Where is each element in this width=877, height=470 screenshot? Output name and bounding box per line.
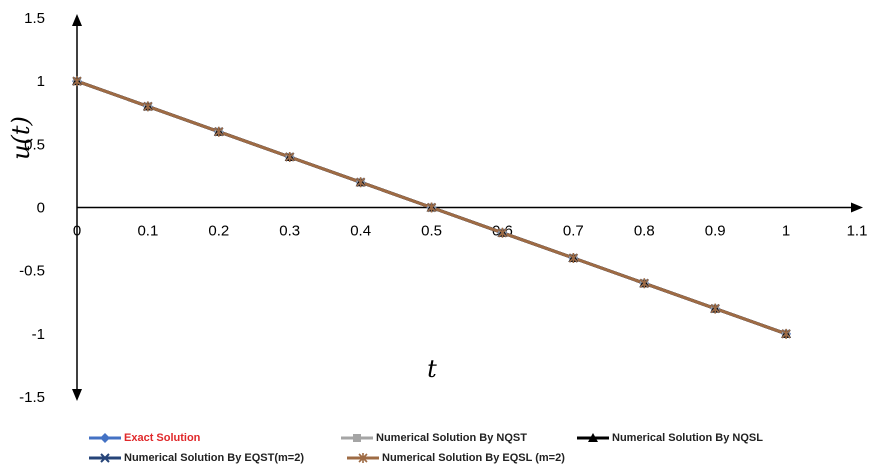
legend-item: Exact Solution <box>88 432 340 444</box>
legend-item: Numerical Solution By NQSL <box>576 432 866 444</box>
legend-row: Numerical Solution By EQST(m=2) Numerical… <box>88 448 868 468</box>
y-tick-label: -1 <box>32 326 45 343</box>
y-tick-label: 0.5 <box>24 136 45 153</box>
legend-label: Numerical Solution By EQST(m=2) <box>124 452 305 464</box>
data-point-star <box>143 101 153 112</box>
legend-swatch <box>577 433 609 442</box>
x-axis-arrow <box>851 202 863 213</box>
data-point-star <box>214 126 224 137</box>
y-tick-label: 0 <box>37 200 45 217</box>
legend-swatch <box>341 434 373 442</box>
legend-item: Numerical Solution By EQSL (m=2) <box>346 452 646 464</box>
y-tick-label: 1 <box>37 73 45 90</box>
y-tick-label: -1.5 <box>19 389 45 406</box>
data-point-diamond <box>100 433 110 443</box>
y-tick-label: 1.5 <box>24 10 45 27</box>
data-point-square <box>353 434 361 442</box>
legend-swatch <box>347 453 379 463</box>
x-tick-label: 1 <box>782 223 790 240</box>
data-point-star <box>497 227 508 238</box>
data-point-star <box>426 202 437 213</box>
x-tick-label: 0.1 <box>137 223 158 240</box>
data-point-star <box>568 253 578 264</box>
x-tick-label: 1.1 <box>847 223 868 240</box>
data-point-star <box>639 278 649 289</box>
x-tick-label: 0.5 <box>421 223 442 240</box>
data-point-star <box>285 151 295 162</box>
x-tick-label: 0.8 <box>634 223 655 240</box>
data-point-star <box>358 453 368 463</box>
legend-label: Numerical Solution By EQSL (m=2) <box>382 452 565 464</box>
data-point-star <box>356 177 366 188</box>
plot-area: 00.10.20.30.40.50.60.70.80.911.11.510.50… <box>7 10 868 406</box>
y-axis-title: u(t) <box>7 116 35 160</box>
legend-swatch <box>89 453 121 463</box>
x-tick-label: 0.4 <box>350 223 371 240</box>
y-tick-label: -0.5 <box>19 263 45 280</box>
legend-item: Numerical Solution By NQST <box>340 432 576 444</box>
y-axis-arrow-up <box>72 14 82 26</box>
legend: Exact Solution Numerical Solution By NQST… <box>88 428 868 468</box>
y-axis-arrow-down <box>72 389 82 401</box>
x-tick-label: 0.9 <box>705 223 726 240</box>
data-point-triangle <box>588 433 598 442</box>
legend-label: Exact Solution <box>124 432 201 444</box>
legend-label: Numerical Solution By NQST <box>376 432 527 444</box>
x-tick-label: 0.7 <box>563 223 584 240</box>
x-tick-label: 0.2 <box>208 223 229 240</box>
legend-row: Exact Solution Numerical Solution By NQST… <box>88 428 868 448</box>
x-tick-label: 0 <box>73 223 81 240</box>
x-tick-label: 0.3 <box>279 223 300 240</box>
data-point-x <box>100 453 110 463</box>
data-point-star <box>72 76 82 87</box>
data-point-star <box>781 328 791 339</box>
legend-swatch <box>89 433 121 443</box>
legend-item: Numerical Solution By EQST(m=2) <box>88 452 346 464</box>
legend-label: Numerical Solution By NQSL <box>612 432 763 444</box>
x-axis-title: t <box>427 355 437 383</box>
data-point-star <box>710 303 720 314</box>
